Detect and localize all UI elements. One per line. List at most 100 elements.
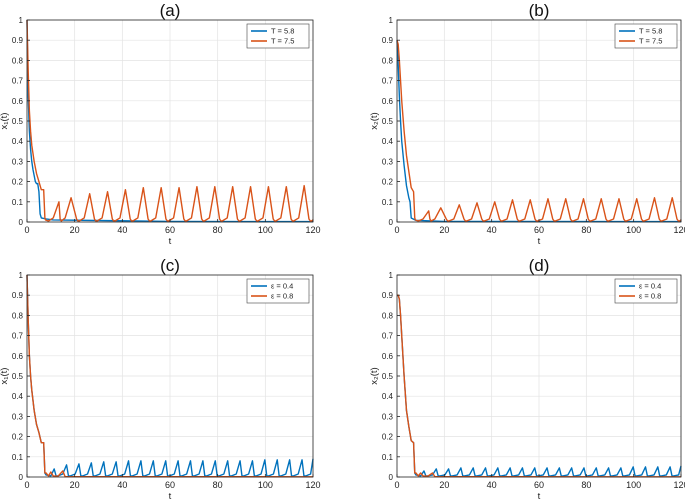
y-tick-label: 0.7 xyxy=(382,332,394,341)
y-tick-label: 0.4 xyxy=(12,392,24,401)
series-line xyxy=(26,274,314,478)
y-tick-label: 0.2 xyxy=(12,433,24,442)
chart-panel: 0 20 40 60 80 100 120 0 0.1 0.2 0.3 0.4 0.5 0.6 0.7 0.8… xyxy=(0,256,321,502)
x-tick-label: 40 xyxy=(487,480,497,490)
y-tick-label: 0.1 xyxy=(12,198,24,207)
legend: ε = 0.4ε = 0.8 xyxy=(614,278,678,304)
x-tick-label: 20 xyxy=(70,225,80,235)
x-tick-label: 120 xyxy=(305,480,320,490)
y-tick-label: 0.2 xyxy=(382,433,394,442)
y-tick-label: 0.3 xyxy=(12,157,24,166)
y-axis-label: x₂(t) xyxy=(369,367,380,384)
panel-label: (d) xyxy=(529,256,550,275)
chart-panel: 0 20 40 60 80 100 120 0 0.1 0.2 0.3 0.4 0.5 0.6 0.7 0.8… xyxy=(0,1,321,247)
y-tick-label: 0.3 xyxy=(12,412,24,421)
chart-panel: 0 20 40 60 80 100 120 0 0.1 0.2 0.3 0.4 0.5 0.6 0.7 0.8… xyxy=(369,256,685,502)
y-tick-label: 1 xyxy=(389,16,394,25)
y-tick-label: 0.4 xyxy=(12,137,24,146)
y-tick-label: 0.9 xyxy=(12,291,24,300)
legend-label: T = 5.8 xyxy=(271,27,294,36)
y-tick-label: 0.5 xyxy=(12,117,24,126)
legend: T = 5.8T = 7.5 xyxy=(614,23,678,49)
legend-label: T = 7.5 xyxy=(271,37,294,46)
x-tick-label: 100 xyxy=(626,480,641,490)
y-tick-label: 0.3 xyxy=(382,412,394,421)
y-tick-label: 0.3 xyxy=(382,157,394,166)
y-tick-label: 0 xyxy=(19,218,24,227)
y-tick-label: 0.8 xyxy=(382,311,394,320)
y-tick-label: 0.6 xyxy=(12,352,24,361)
y-axis-label: x₁(t) xyxy=(0,368,10,385)
y-tick-label: 0.5 xyxy=(382,372,394,381)
y-tick-label: 0.1 xyxy=(382,453,394,462)
x-tick-label: 80 xyxy=(213,480,223,490)
x-axis-label: t xyxy=(538,491,541,499)
y-tick-label: 0.8 xyxy=(382,56,394,65)
legend-label: ε = 0.4 xyxy=(639,282,661,291)
legend-box xyxy=(246,23,310,49)
y-tick-label: 0.9 xyxy=(12,36,24,45)
x-tick-label: 0 xyxy=(24,480,29,490)
x-tick-label: 100 xyxy=(626,225,641,235)
panel-label: (a) xyxy=(160,1,181,20)
x-tick-label: 0 xyxy=(24,225,29,235)
x-tick-label: 40 xyxy=(117,225,127,235)
legend: T = 5.8T = 7.5 xyxy=(246,23,310,49)
x-tick-label: 40 xyxy=(487,225,497,235)
y-tick-label: 0.7 xyxy=(12,332,24,341)
legend-label: T = 7.5 xyxy=(639,37,662,46)
y-tick-label: 0.6 xyxy=(382,97,394,106)
x-tick-label: 60 xyxy=(534,225,544,235)
y-tick-label: 0.1 xyxy=(12,453,24,462)
y-tick-label: 0.5 xyxy=(12,372,24,381)
panel-label: (b) xyxy=(529,1,550,20)
y-tick-label: 0 xyxy=(19,473,24,482)
y-tick-label: 0.2 xyxy=(382,178,394,187)
legend-label: ε = 0.4 xyxy=(271,282,293,291)
x-axis-label: t xyxy=(169,491,172,499)
y-tick-label: 0.9 xyxy=(382,36,394,45)
x-tick-label: 100 xyxy=(258,480,273,490)
legend-label: ε = 0.8 xyxy=(639,292,661,301)
panel-label: (c) xyxy=(160,256,180,275)
y-tick-label: 0.4 xyxy=(382,392,394,401)
legend-box xyxy=(614,23,678,49)
y-tick-label: 0.9 xyxy=(382,291,394,300)
y-tick-label: 0.1 xyxy=(382,198,394,207)
series-line xyxy=(396,40,682,222)
y-tick-label: 0 xyxy=(389,473,394,482)
y-tick-label: 1 xyxy=(19,16,24,25)
x-tick-label: 20 xyxy=(439,480,449,490)
y-tick-label: 0.2 xyxy=(12,178,24,187)
y-tick-label: 0.5 xyxy=(382,117,394,126)
x-tick-label: 120 xyxy=(305,225,320,235)
y-tick-label: 0.7 xyxy=(382,77,394,86)
x-tick-label: 0 xyxy=(394,225,399,235)
legend-box xyxy=(614,278,678,304)
y-tick-label: 0.6 xyxy=(12,97,24,106)
x-tick-label: 60 xyxy=(165,480,175,490)
x-axis-label: t xyxy=(169,236,172,247)
x-tick-label: 80 xyxy=(581,480,591,490)
y-tick-label: 0.8 xyxy=(12,56,24,65)
y-tick-label: 0.6 xyxy=(382,352,394,361)
y-tick-label: 0.4 xyxy=(382,137,394,146)
series-line xyxy=(26,19,314,222)
x-tick-label: 60 xyxy=(534,480,544,490)
series-line xyxy=(26,19,314,223)
x-tick-label: 120 xyxy=(673,480,685,490)
series-line xyxy=(397,294,682,478)
legend: ε = 0.4ε = 0.8 xyxy=(246,278,310,304)
x-tick-label: 80 xyxy=(213,225,223,235)
legend-box xyxy=(246,278,310,304)
x-tick-label: 40 xyxy=(117,480,127,490)
y-tick-label: 0 xyxy=(389,218,394,227)
x-tick-label: 60 xyxy=(165,225,175,235)
x-axis-label: t xyxy=(538,236,541,247)
y-tick-label: 1 xyxy=(19,271,24,280)
y-axis-label: x₁(t) xyxy=(0,113,10,130)
x-tick-label: 80 xyxy=(581,225,591,235)
x-tick-label: 0 xyxy=(394,480,399,490)
